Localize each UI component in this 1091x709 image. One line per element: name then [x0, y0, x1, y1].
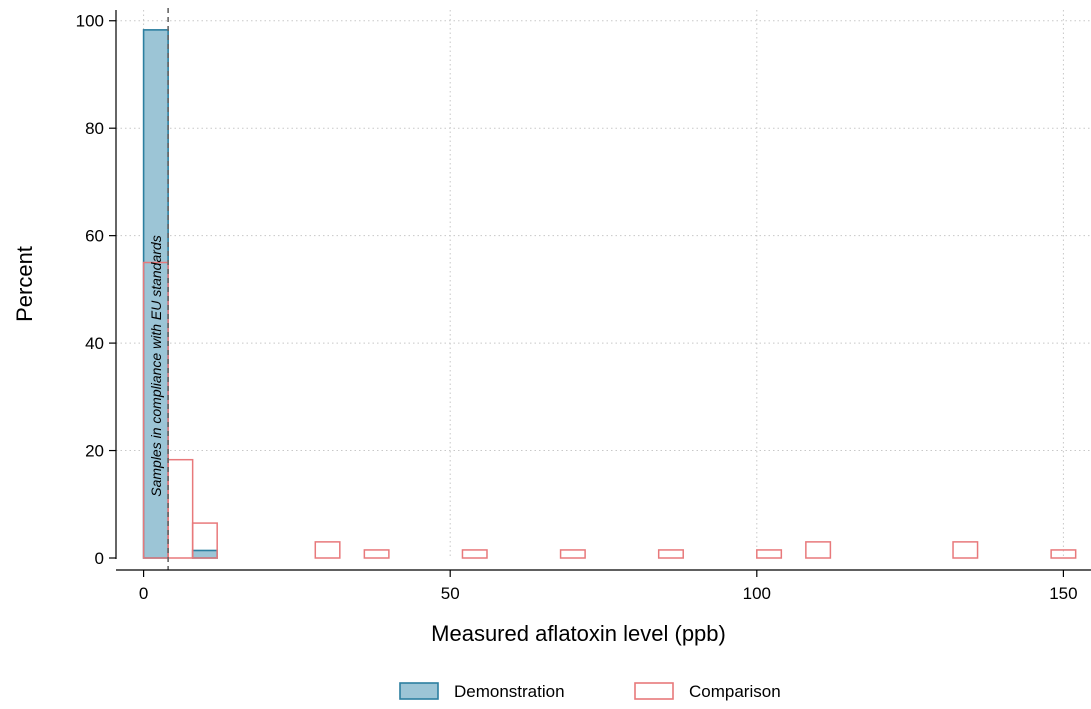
- x-axis-title: Measured aflatoxin level (ppb): [431, 621, 726, 646]
- comparison-bar-4: [363, 549, 390, 559]
- y-axis-title: Percent: [12, 246, 37, 322]
- y-tick-label-0: 0: [95, 549, 104, 568]
- comparison-bar-9: [805, 541, 832, 559]
- comparison-bar-10: [952, 541, 979, 559]
- y-tick-label-80: 80: [85, 119, 104, 138]
- comparison-bar-6: [559, 549, 586, 559]
- comparison-bar-3: [314, 541, 341, 559]
- x-tick-label-50: 50: [441, 584, 460, 603]
- legend-swatch-0: [399, 682, 439, 700]
- y-tick-label-40: 40: [85, 334, 104, 353]
- y-tick-label-60: 60: [85, 227, 104, 246]
- comparison-bar-11: [1050, 549, 1077, 559]
- comparison-bar-7: [657, 549, 684, 559]
- grid-lines: [116, 10, 1091, 558]
- histogram-bars: [142, 8, 1077, 570]
- comparison-bar-2: [191, 522, 218, 559]
- legend-label-0: Demonstration: [454, 682, 565, 701]
- comparison-bar-0: [142, 261, 169, 559]
- demonstration-bar-1: [191, 549, 218, 559]
- compliance-annotation: Samples in compliance with EU standards: [148, 235, 164, 496]
- x-tick-label-0: 0: [139, 584, 148, 603]
- y-tick-label-20: 20: [85, 442, 104, 461]
- comparison-bar-1: [167, 458, 194, 559]
- x-tick-label-100: 100: [743, 584, 771, 603]
- comparison-bar-5: [461, 549, 488, 559]
- axes: 0 20 40 60 80 100 0 50 100 150: [76, 10, 1091, 603]
- legend-label-1: Comparison: [689, 682, 781, 701]
- legend-swatch-1: [634, 682, 674, 700]
- x-tick-label-150: 150: [1049, 584, 1077, 603]
- y-tick-label-100: 100: [76, 12, 104, 31]
- legend: Demonstration Comparison: [399, 682, 781, 701]
- demonstration-bar-0: [142, 29, 169, 559]
- comparison-bar-8: [756, 549, 783, 559]
